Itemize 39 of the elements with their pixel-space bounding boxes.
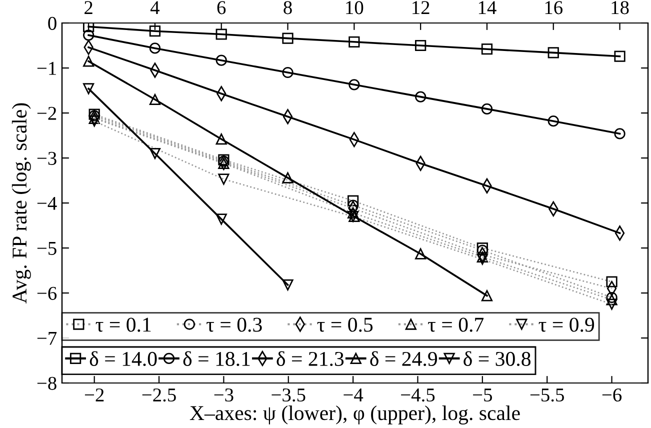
legend-label: τ = 0.9 [538, 318, 594, 332]
x-axis-title: X–axes: ψ (lower), φ (upper), log. scale [190, 405, 520, 424]
x-tick-label: −2.5 [142, 388, 176, 402]
legend-label: τ = 0.5 [317, 318, 373, 332]
x2-tick-label: 8 [284, 1, 292, 14]
legend-label: τ = 0.3 [206, 318, 262, 332]
x2-tick-label: 16 [545, 1, 563, 14]
y-tick-label: 0 [48, 16, 56, 30]
legend-label: δ = 30.8 [464, 351, 530, 366]
legend-label: δ = 21.3 [276, 351, 344, 366]
y-axis-title: Avg. FP rate (log. scale) [12, 103, 31, 304]
x2-tick-label: 12 [412, 1, 430, 14]
x-tick-label: −4.5 [401, 388, 435, 402]
x2-tick-label: 6 [217, 1, 226, 14]
x-tick-label: −3.5 [272, 388, 306, 402]
y-tick-label: −5 [37, 242, 56, 255]
x-tick-label: −4 [344, 388, 364, 402]
x2-tick-label: 2 [84, 1, 92, 14]
legend-label: δ = 14.0 [90, 351, 157, 366]
y-tick-label: −2 [37, 106, 56, 120]
x-tick-label: −6 [602, 388, 622, 402]
legend-label: δ = 18.1 [183, 351, 250, 366]
x-tick-label: −3 [214, 388, 234, 402]
x-tick-label: −5 [473, 388, 492, 402]
y-tick-label: −3 [37, 152, 56, 165]
legend-label: δ = 24.9 [370, 351, 437, 366]
y-tick-label: −8 [37, 376, 56, 390]
x2-tick-label: 4 [150, 1, 160, 14]
y-tick-label: −4 [37, 196, 57, 210]
x2-tick-label: 14 [478, 1, 496, 14]
x2-tick-label: 18 [612, 1, 629, 14]
x-tick-label: −5.5 [530, 388, 564, 402]
y-tick-label: −1 [37, 62, 56, 75]
y-tick-label: −6 [37, 286, 57, 300]
x-tick-label: −2 [84, 388, 104, 402]
y-tick-label: −7 [37, 332, 57, 345]
legend-label: τ = 0.7 [428, 318, 484, 332]
legend-label: τ = 0.1 [96, 318, 151, 332]
x2-tick-label: 10 [346, 1, 364, 14]
